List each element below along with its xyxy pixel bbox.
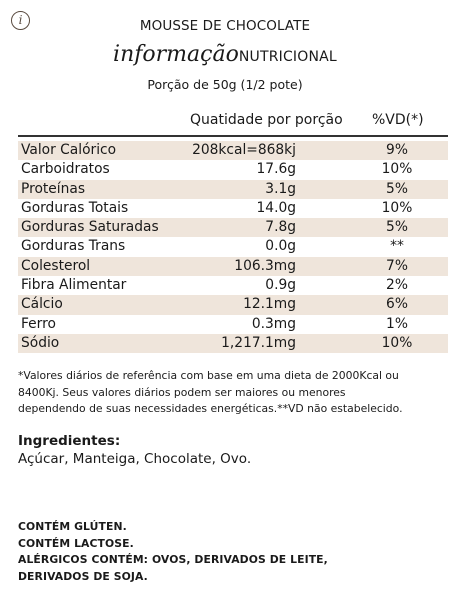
nutrient-row: Valor Calórico 208kcal=868kj 9% <box>18 141 448 161</box>
nutrient-quantity: 106.3mg <box>234 257 296 274</box>
footnote-line: dependendo de suas necessidades energéti… <box>18 402 403 415</box>
allergen-line: CONTÉM LACTOSE. <box>18 536 134 550</box>
nutrient-quantity: 7.8g <box>265 219 296 236</box>
footnote-line: *Valores diários de referência com base … <box>18 369 399 382</box>
allergen-line: ALÉRGICOS CONTÉM: OVOS, DERIVADOS DE LEI… <box>18 553 328 567</box>
nutrient-name: Colesterol <box>21 257 91 274</box>
nutrient-row: Gorduras Totais 14.0g 10% <box>18 199 448 218</box>
nutrient-vd: 9% <box>386 142 408 158</box>
nutrient-vd: 5% <box>386 219 408 236</box>
nutrient-name: Cálcio <box>21 296 63 313</box>
nutrition-table: Valor Calórico 208kcal=868kj 9% Carboidrato… <box>18 141 448 354</box>
nutrition-heading-script: informação <box>113 42 239 67</box>
nutrient-row: Gorduras Trans 0.0g ** <box>18 237 448 256</box>
nutrient-quantity: 17.6g <box>256 161 296 178</box>
nutrient-name: Gorduras Saturadas <box>21 219 159 236</box>
nutrient-vd: 7% <box>386 257 408 274</box>
nutrient-name: Gorduras Trans <box>21 238 126 255</box>
nutrient-row: Cálcio 12.1mg 6% <box>18 295 448 315</box>
footnote-line: 8400Kj. Seus valores diários podem ser m… <box>18 385 346 399</box>
nutrient-name: Fibra Alimentar <box>21 277 127 294</box>
nutrient-row: Sódio 1,217.1mg 10% <box>18 333 448 354</box>
nutrient-vd: 5% <box>386 180 408 197</box>
nutrient-name: Carboidratos <box>21 161 110 178</box>
column-header-quantity: Quatidade por porção <box>190 112 343 128</box>
allergen-line: CONTÉM GLÚTEN. <box>18 520 127 533</box>
nutrient-name: Proteínas <box>21 180 86 197</box>
nutrient-vd: 1% <box>386 315 408 332</box>
portion-size: Porção de 50g (1/2 pote) <box>147 77 303 92</box>
nutrient-name: Ferro <box>21 315 56 332</box>
nutrient-vd: 2% <box>386 277 408 294</box>
nutrient-name: Valor Calórico <box>21 142 117 158</box>
nutrient-row: Ferro 0.3mg 1% <box>18 315 448 334</box>
nutrient-quantity: 12.1mg <box>243 296 296 313</box>
nutrient-quantity: 1,217.1mg <box>221 334 296 351</box>
nutrient-row: Fibra Alimentar 0.9g 2% <box>18 276 448 295</box>
nutrient-quantity: 0.9g <box>265 277 296 294</box>
nutrition-heading: informaçãoNUTRICIONAL <box>0 42 450 67</box>
nutrient-quantity: 14.0g <box>256 199 296 216</box>
column-header-vd: %VD(*) <box>372 112 424 128</box>
nutrition-heading-caps: NUTRICIONAL <box>238 49 337 65</box>
nutrient-quantity: 3.1g <box>265 180 296 197</box>
nutrient-row: Proteínas 3.1g 5% <box>18 179 448 199</box>
footnote: *Valores diários de referência com base … <box>18 368 428 418</box>
nutrient-vd: 10% <box>381 334 413 351</box>
allergen-warnings: CONTÉM GLÚTEN. CONTÉM LACTOSE. ALÉRGICOS… <box>18 519 438 586</box>
product-title: MOUSSE DE CHOCOLATE <box>139 18 311 34</box>
nutrient-quantity: 0.0g <box>265 238 296 255</box>
header-divider <box>18 135 448 137</box>
ingredients-title: Ingredientes: <box>18 433 121 449</box>
nutrient-vd: 10% <box>381 199 413 216</box>
nutrient-row: Carboidratos 17.6g 10% <box>18 160 448 179</box>
nutrient-vd: ** <box>390 238 404 255</box>
nutrient-name: Gorduras Totais <box>21 199 129 216</box>
ingredients-text: Açúcar, Manteiga, Chocolate, Ovo. <box>18 451 252 467</box>
nutrient-vd: 6% <box>386 296 408 313</box>
nutrient-quantity: 208kcal=868kj <box>192 142 296 158</box>
allergen-line: DERIVADOS DE SOJA. <box>18 570 148 584</box>
nutrient-row: Colesterol 106.3mg 7% <box>18 256 448 277</box>
nutrient-name: Sódio <box>21 334 60 351</box>
nutrient-row: Gorduras Saturadas 7.8g 5% <box>18 218 448 238</box>
nutrient-vd: 10% <box>381 161 413 178</box>
info-icon: i <box>11 11 30 30</box>
nutrient-quantity: 0.3mg <box>251 315 296 332</box>
